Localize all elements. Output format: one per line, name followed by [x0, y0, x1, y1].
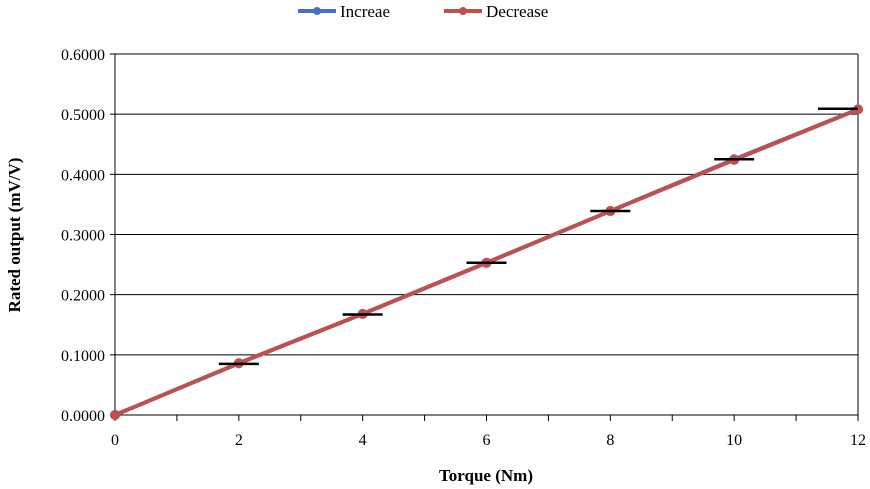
x-tick-label: 6	[483, 432, 491, 449]
x-tick-label: 4	[359, 432, 367, 449]
x-axis-label: Torque (Nm)	[439, 466, 533, 485]
y-tick-label: 0.6000	[61, 47, 105, 64]
y-tick-label: 0.0000	[61, 408, 105, 425]
x-tick-label: 2	[235, 432, 243, 449]
legend-marker-increase	[313, 7, 321, 15]
y-tick-label: 0.1000	[61, 348, 105, 365]
x-tick-label: 10	[726, 432, 742, 449]
y-tick-label: 0.2000	[61, 288, 105, 305]
legend-label-increase: Increae	[340, 2, 390, 21]
data-point	[110, 410, 120, 420]
y-tick-label: 0.5000	[61, 107, 105, 124]
x-tick-label: 8	[606, 432, 614, 449]
y-axis-label: Rated output (mV/V)	[5, 158, 24, 313]
legend-label-decrease: Decrease	[486, 2, 548, 21]
legend: Increae Decrease	[298, 2, 548, 21]
y-tick-label: 0.3000	[61, 228, 105, 245]
x-tick-label: 12	[850, 432, 866, 449]
x-tick-label: 0	[111, 432, 119, 449]
legend-marker-decrease	[459, 7, 467, 15]
y-tick-label: 0.4000	[61, 167, 105, 184]
axes: 0.0000 0.1000 0.2000 0.3000 0.4000 0.5000 0.60…	[61, 47, 866, 449]
grid	[115, 53, 858, 356]
error-bars	[218, 107, 858, 366]
